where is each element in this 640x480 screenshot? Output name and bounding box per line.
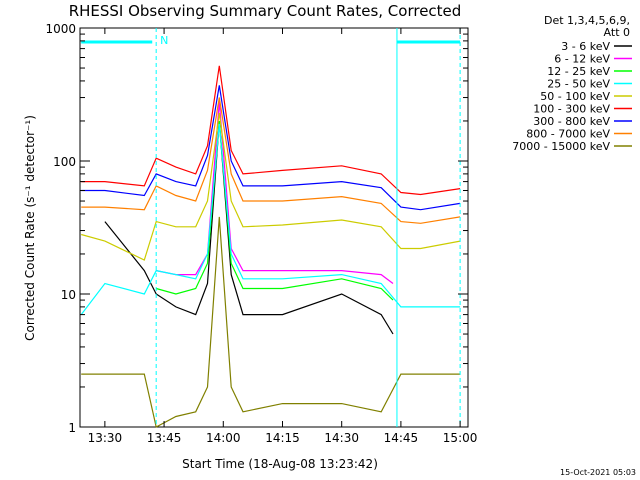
x-tick-label: 14:30 — [324, 431, 359, 445]
legend-header-line: Det 1,3,4,5,6,9, — [544, 14, 630, 27]
legend-header-line: Att 0 — [604, 26, 630, 39]
y-tick-label: 1 — [68, 421, 76, 435]
x-tick-label: 14:45 — [384, 431, 419, 445]
legend-entry-label: 300 - 800 keV — [533, 115, 610, 128]
series-line-0 — [104, 120, 394, 335]
legend-entry-label: 7000 - 15000 keV — [512, 140, 610, 153]
x-axis-label: Start Time (18-Aug-08 13:23:42) — [182, 457, 378, 471]
generation-timestamp: 15-Oct-2021 05:03 — [560, 468, 636, 477]
series-line-4 — [81, 112, 461, 261]
legend-entry-label: 12 - 25 keV — [547, 65, 610, 78]
y-axis-label: Corrected Count Rate (s⁻¹ detector⁻¹) — [23, 115, 37, 341]
y-axis: 1 10 100 1000 — [45, 22, 468, 435]
x-axis: 13:30 13:45 14:00 14:15 14:30 14:45 15:00 — [88, 28, 478, 445]
series-line-5 — [81, 65, 461, 196]
legend-entry-label: 6 - 12 keV — [554, 53, 610, 66]
chart-title: RHESSI Observing Summary Count Rates, Co… — [69, 2, 462, 20]
legend-entry-label: 100 - 300 keV — [533, 103, 610, 116]
series-line-2 — [156, 120, 394, 301]
legend-entry-label: 25 - 50 keV — [547, 78, 610, 91]
y-tick-label: 10 — [61, 288, 76, 302]
x-tick-label: 14:15 — [265, 431, 300, 445]
x-tick-label: 13:45 — [147, 431, 182, 445]
flag-layer: N — [81, 28, 461, 427]
x-tick-label: 15:00 — [443, 431, 478, 445]
y-tick-label: 1000 — [45, 22, 76, 36]
series-layer — [80, 65, 461, 428]
flag-label: N — [160, 34, 168, 47]
legend-entry-label: 50 - 100 keV — [540, 90, 610, 103]
series-line-1 — [156, 101, 394, 284]
series-line-7 — [81, 97, 461, 224]
series-line-8 — [81, 216, 461, 428]
x-tick-label: 13:30 — [88, 431, 123, 445]
series-line-6 — [81, 85, 461, 211]
legend-entry-label: 3 - 6 keV — [561, 40, 610, 53]
plot-area — [79, 27, 469, 428]
series-line-3 — [80, 123, 461, 315]
y-tick-label: 100 — [53, 155, 76, 169]
legend-entry-label: 800 - 7000 keV — [526, 128, 610, 141]
x-tick-label: 14:00 — [206, 431, 241, 445]
